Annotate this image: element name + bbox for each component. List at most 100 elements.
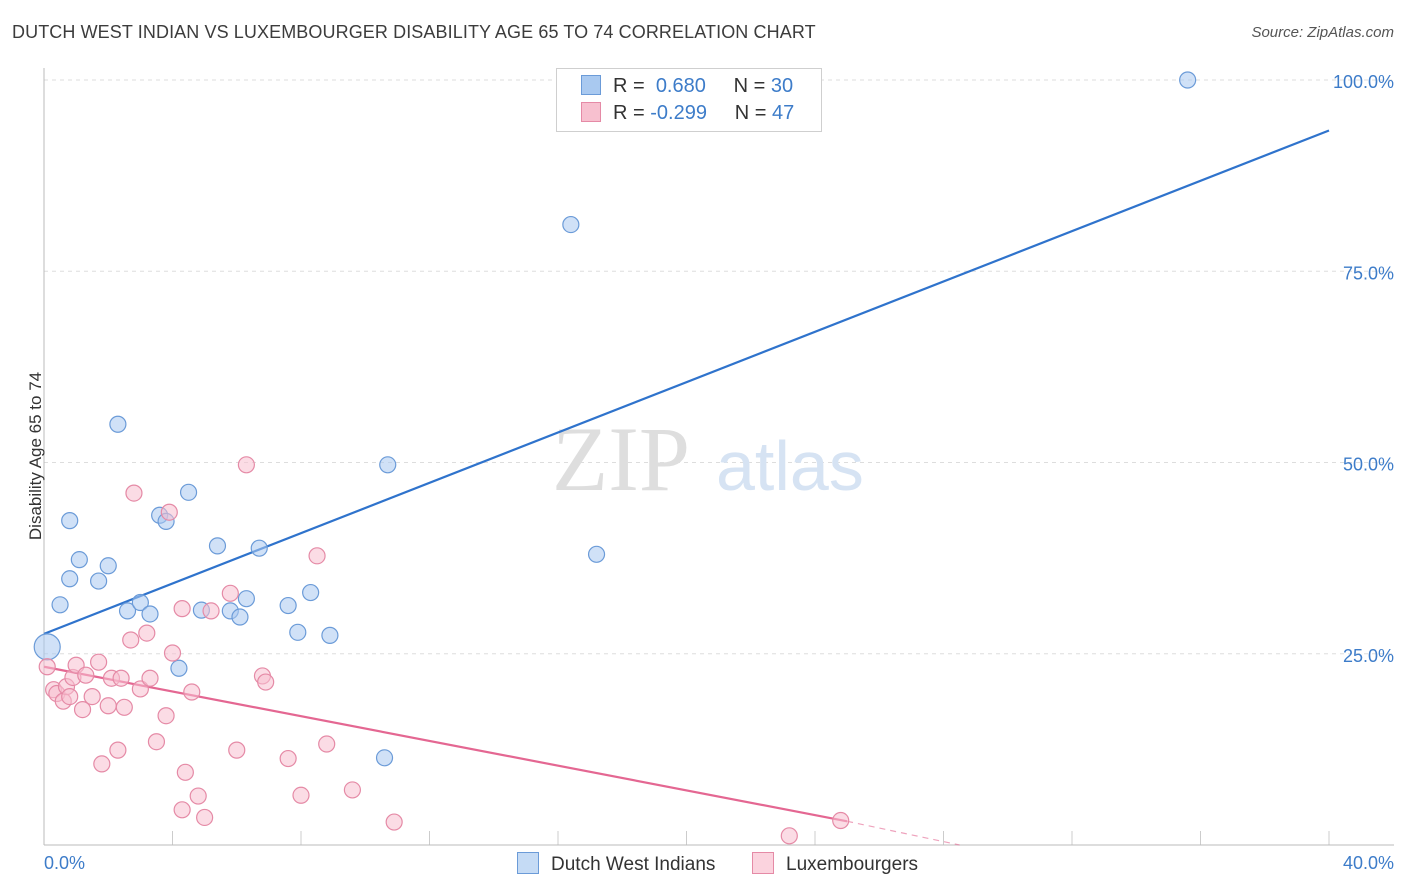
point-dutch-west-indian: [208, 537, 227, 555]
point-luxembourger: [228, 741, 246, 759]
grid-lines: [44, 79, 1394, 655]
legend-r-label: R =: [613, 75, 645, 97]
point-luxembourger: [173, 600, 191, 618]
point-dutch-west-indian: [118, 602, 137, 620]
point-luxembourger: [122, 631, 140, 649]
point-luxembourger: [308, 547, 326, 565]
legend-label-lux: Luxembourgers: [786, 854, 919, 875]
point-luxembourger: [125, 484, 143, 502]
point-luxembourger: [189, 787, 207, 805]
point-luxembourger: [176, 763, 194, 781]
legend-item-dutch-west-indians: Dutch West Indians: [517, 852, 715, 876]
point-dutch-west-indian: [289, 623, 307, 641]
point-dutch-west-indian: [131, 593, 149, 612]
point-luxembourger: [183, 683, 201, 701]
point-dutch-west-indian: [321, 626, 339, 644]
legend-r-label: R =: [613, 102, 645, 124]
point-dutch-west-indian: [61, 512, 79, 530]
legend-row-dutch: R = 0.680 N = 30: [581, 75, 793, 101]
point-dutch-west-indian: [109, 415, 127, 433]
point-luxembourger: [160, 503, 178, 521]
point-dutch-west-indian: [141, 605, 159, 623]
legend-label-dutch: Dutch West Indians: [551, 854, 716, 875]
trend-line-extension: [847, 820, 960, 846]
point-luxembourger: [279, 749, 297, 768]
point-luxembourger: [83, 687, 101, 706]
point-luxembourger: [196, 808, 214, 827]
point-luxembourger: [237, 456, 255, 474]
point-luxembourger: [157, 707, 175, 725]
point-dutch-west-indian: [237, 590, 255, 608]
watermark-atlas: atlas: [716, 427, 864, 505]
point-dutch-west-indian: [279, 596, 297, 615]
point-luxembourger: [109, 741, 127, 759]
point-luxembourger: [131, 680, 149, 698]
point-dutch-west-indian: [33, 633, 61, 661]
point-luxembourger: [38, 658, 56, 676]
point-dutch-west-indian: [99, 557, 117, 575]
legend-n-label: N =: [734, 102, 767, 124]
point-luxembourger: [832, 811, 850, 830]
x-axis-ticks: [172, 831, 1330, 845]
y-tick-label: 50.0%: [1343, 455, 1394, 475]
point-luxembourger: [257, 673, 275, 691]
point-luxembourger: [202, 602, 220, 620]
point-dutch-west-indian: [51, 596, 69, 614]
point-dutch-west-indian: [587, 545, 606, 563]
data-points: [33, 71, 1197, 845]
point-dutch-west-indian: [379, 456, 397, 474]
point-luxembourger: [780, 827, 798, 845]
point-luxembourger: [292, 786, 310, 804]
legend-n-value-dutch: 30: [770, 75, 794, 97]
point-luxembourger: [173, 801, 191, 819]
legend-n-label: N =: [733, 75, 766, 97]
x-tick-label-min: 0.0%: [44, 853, 85, 873]
legend-n-value-lux: 47: [772, 102, 795, 124]
legend-r-value-lux: -0.299: [650, 102, 707, 124]
point-dutch-west-indian: [375, 749, 394, 767]
trend-line: [43, 129, 1330, 635]
point-luxembourger: [77, 666, 95, 684]
point-dutch-west-indian: [562, 215, 580, 234]
point-luxembourger: [221, 584, 239, 602]
legend-row-lux: R = -0.299 N = 47: [581, 102, 794, 128]
y-axis-label: Disability Age 65 to 74: [26, 371, 45, 541]
point-luxembourger: [141, 669, 159, 687]
point-dutch-west-indian: [179, 483, 198, 501]
point-luxembourger: [112, 669, 130, 687]
legend-swatch-lux-bottom: [752, 852, 774, 874]
y-tick-label: 75.0%: [1343, 263, 1394, 283]
point-luxembourger: [318, 735, 336, 753]
point-dutch-west-indian: [302, 583, 320, 602]
point-luxembourger: [73, 700, 92, 719]
point-dutch-west-indian: [1179, 71, 1197, 89]
trend-line: [43, 665, 848, 823]
legend-swatch-dutch: [581, 75, 601, 95]
chart-title: DUTCH WEST INDIAN VS LUXEMBOURGER DISABI…: [12, 22, 816, 42]
point-luxembourger: [343, 781, 361, 799]
point-luxembourger: [90, 653, 108, 671]
point-luxembourger: [138, 624, 156, 642]
watermark-zip: ZIP: [552, 408, 690, 510]
legend-swatch-lux: [581, 102, 601, 122]
y-tick-label: 25.0%: [1343, 646, 1394, 666]
point-luxembourger: [115, 698, 133, 716]
correlation-legend: R = 0.680 N = 30 R = -0.299 N = 47: [556, 68, 822, 132]
source-credit: Source: ZipAtlas.com: [1251, 24, 1394, 41]
y-tick-labels: 25.0% 50.0% 75.0% 100.0%: [1333, 72, 1394, 666]
legend-r-value-dutch: 0.680: [655, 75, 706, 97]
y-tick-label: 100.0%: [1333, 72, 1394, 92]
point-luxembourger: [99, 697, 117, 715]
point-dutch-west-indian: [231, 608, 249, 626]
point-dutch-west-indian: [61, 570, 79, 588]
point-luxembourger: [385, 813, 403, 831]
point-dutch-west-indian: [90, 572, 108, 590]
point-dutch-west-indian: [170, 659, 188, 677]
point-luxembourger: [61, 687, 79, 706]
point-luxembourger: [163, 644, 182, 662]
point-luxembourger: [147, 733, 166, 751]
point-luxembourger: [93, 755, 111, 773]
legend-swatch-dutch-bottom: [517, 852, 539, 874]
x-tick-label-max: 40.0%: [1343, 853, 1394, 873]
